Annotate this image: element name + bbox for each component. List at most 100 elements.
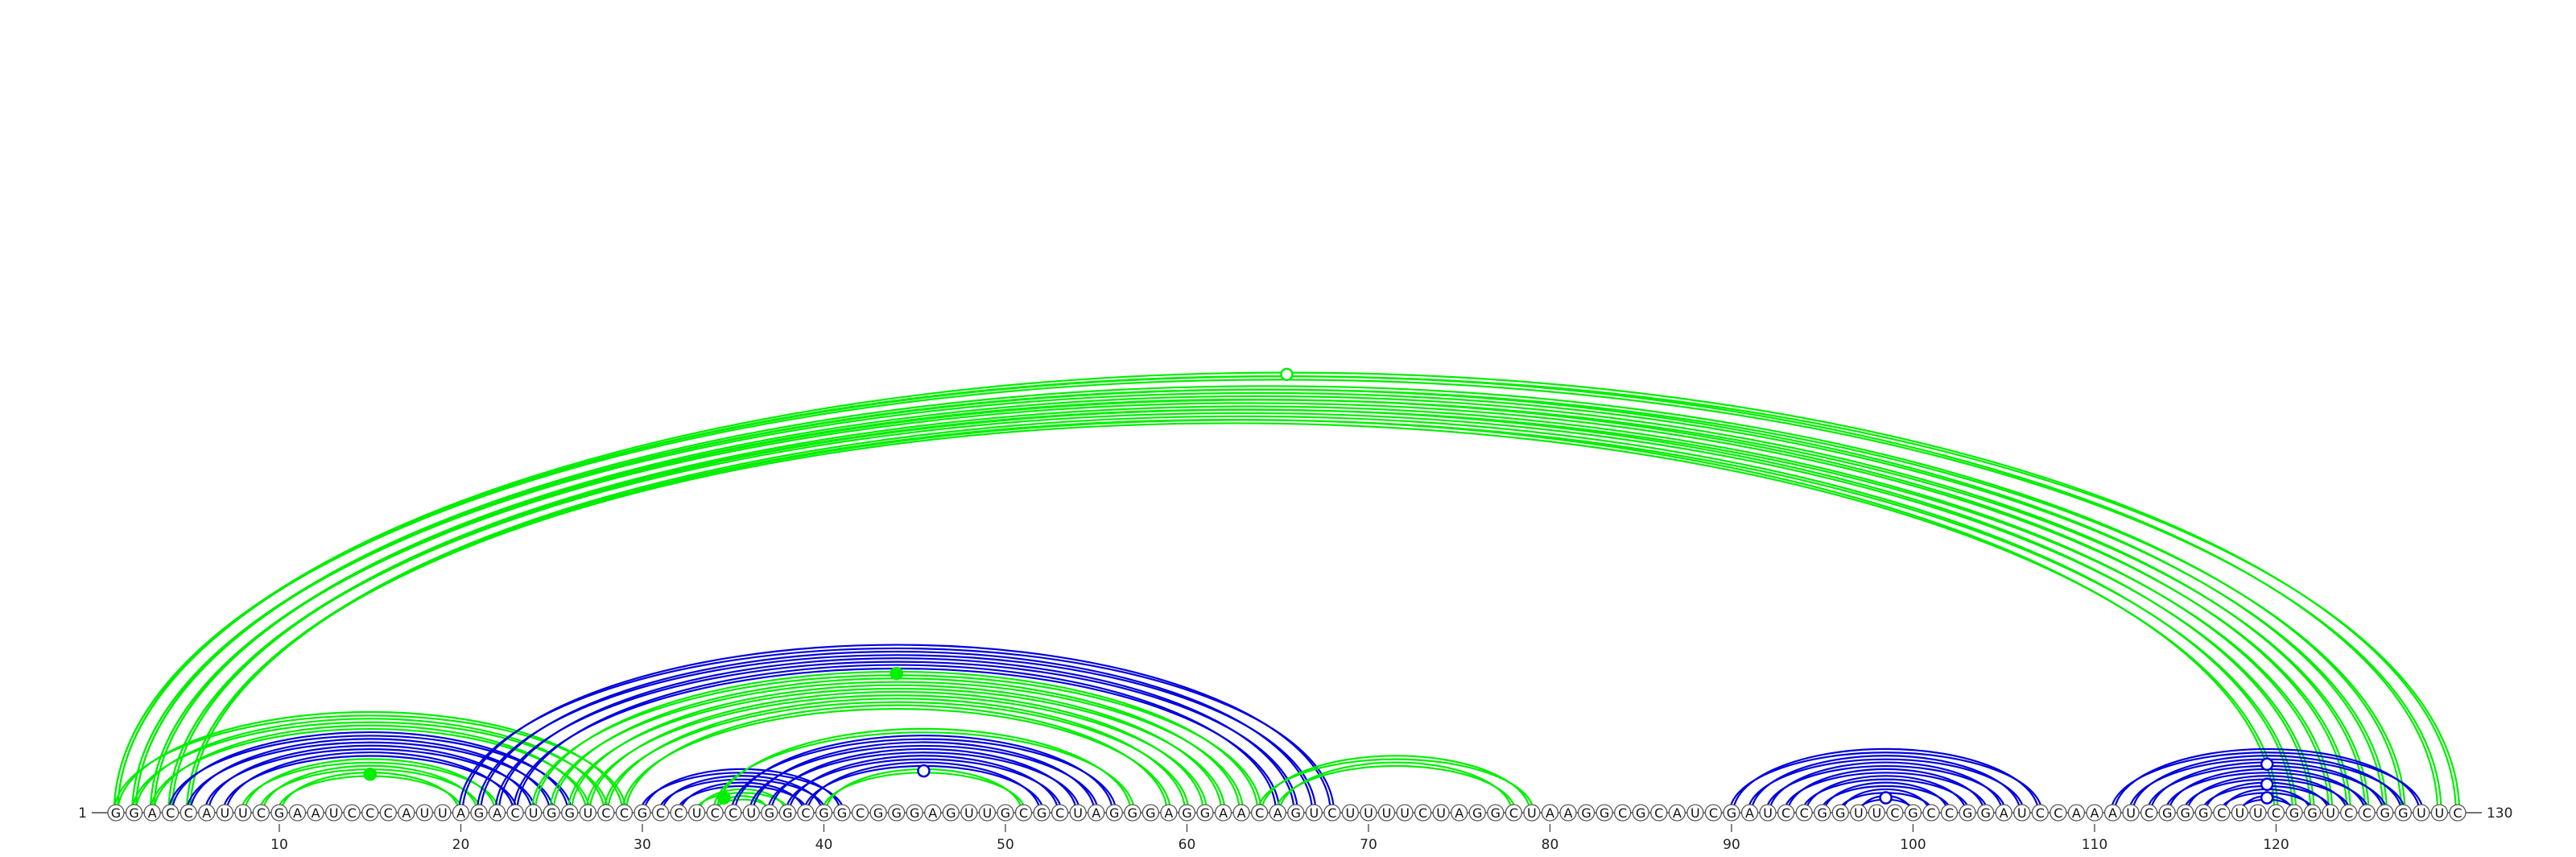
- nucleotide: C: [1940, 804, 1959, 822]
- svg-text:A: A: [1673, 805, 1682, 821]
- base-pair-arc-114-125: [2164, 772, 2370, 814]
- nucleotide: G: [761, 804, 778, 822]
- svg-text:U: U: [1527, 805, 1537, 821]
- svg-text:C: C: [2272, 805, 2281, 821]
- arc-marker-1-130: [1280, 367, 1294, 382]
- svg-text:C: C: [1327, 805, 1336, 821]
- nucleotide: G: [2177, 804, 2194, 822]
- svg-text:90: 90: [1723, 837, 1740, 853]
- nucleotide: A: [1160, 804, 1178, 822]
- nucleotide: G: [906, 804, 923, 822]
- svg-text:U: U: [1073, 805, 1083, 821]
- nucleotide: A: [288, 804, 307, 822]
- nucleotide: C: [1414, 804, 1432, 822]
- nucleotide: A: [1995, 804, 2013, 822]
- svg-text:C: C: [2054, 805, 2062, 821]
- nucleotide: G: [1904, 804, 1922, 822]
- base-pair-arc-94-103: [1801, 778, 1971, 814]
- svg-text:60: 60: [1179, 837, 1196, 853]
- svg-text:U: U: [2417, 805, 2426, 821]
- nucleotide: C: [1922, 804, 1940, 822]
- base-pair-arc-92-105: [1769, 761, 2004, 814]
- position-tick: 10: [270, 824, 288, 853]
- svg-text:C: C: [384, 805, 393, 821]
- svg-text:C: C: [1926, 805, 1935, 821]
- svg-text:G: G: [782, 805, 792, 821]
- nucleotide: A: [1668, 804, 1686, 822]
- svg-text:A: A: [148, 805, 157, 821]
- nucleotide: G: [634, 804, 651, 822]
- nucleotide: A: [1232, 804, 1250, 822]
- nucleotide: C: [1886, 804, 1904, 822]
- svg-text:G: G: [1128, 805, 1137, 821]
- nucleotide: G: [1596, 804, 1613, 822]
- svg-text:U: U: [1346, 805, 1356, 821]
- position-tick: 30: [634, 824, 651, 853]
- base-pair-arc-34-57: [716, 727, 1132, 814]
- nucleotide: A: [1269, 804, 1286, 822]
- svg-text:C: C: [620, 805, 629, 821]
- nucleotide: U: [1868, 804, 1886, 822]
- nucleotide: G: [2394, 804, 2412, 822]
- base-pair-arc-23-65: [516, 664, 1278, 814]
- base-pair-arc-22-66: [497, 657, 1295, 814]
- nucleotide: A: [1541, 804, 1559, 822]
- svg-text:A: A: [928, 805, 937, 821]
- svg-text:C: C: [1255, 805, 1264, 821]
- base-pair-arc-93-104: [1783, 772, 1988, 814]
- svg-text:A: A: [493, 805, 502, 821]
- end-label: 130: [2487, 805, 2512, 822]
- base-pair-arc-3-27: [153, 724, 588, 814]
- base-pair-arc-27-61: [588, 690, 1204, 814]
- svg-text:U: U: [2126, 805, 2136, 821]
- base-pair-arc-37-54: [770, 747, 1078, 814]
- svg-text:A: A: [1745, 805, 1754, 821]
- nucleotide: U: [2122, 804, 2140, 822]
- svg-text:G: G: [1491, 805, 1501, 821]
- base-pair-arc-36-55: [752, 741, 1096, 814]
- nucleotide: G: [1141, 804, 1159, 822]
- svg-text:G: G: [1200, 805, 1210, 821]
- base-pair-arc-32-39: [675, 785, 809, 814]
- svg-text:G: G: [2380, 805, 2390, 821]
- svg-text:C: C: [1800, 805, 1809, 821]
- base-pair-arc-20-68: [461, 644, 1331, 814]
- nucleotide: U: [1850, 804, 1868, 822]
- position-tick: 110: [2082, 824, 2107, 853]
- nucleotide: G: [2158, 804, 2176, 822]
- nucleotide: C: [851, 804, 869, 822]
- nucleotide: C: [2339, 804, 2358, 822]
- svg-text:G: G: [2162, 805, 2172, 821]
- svg-text:70: 70: [1360, 837, 1377, 853]
- nucleotide: G: [942, 804, 960, 822]
- svg-text:C: C: [2145, 805, 2153, 821]
- svg-text:A: A: [1564, 805, 1573, 821]
- position-tick: 60: [1179, 824, 1196, 853]
- svg-text:U: U: [692, 805, 702, 821]
- svg-text:A: A: [202, 805, 211, 821]
- base-pair-arc-2-127: [136, 386, 2401, 813]
- nucleotide: G: [107, 804, 125, 822]
- svg-text:G: G: [2198, 805, 2208, 821]
- base-pair-arc-96-101: [1841, 788, 1930, 814]
- svg-text:C: C: [257, 805, 266, 821]
- base-pair-arc-30-41: [643, 768, 841, 814]
- base-pair-arc-38-53: [788, 755, 1059, 814]
- nucleotide: C: [670, 804, 687, 822]
- nucleotide: A: [1214, 804, 1232, 822]
- svg-text:G: G: [2398, 805, 2408, 821]
- svg-text:U: U: [438, 805, 448, 821]
- svg-text:U: U: [2326, 805, 2335, 821]
- nucleotide: U: [2013, 804, 2031, 822]
- svg-text:A: A: [2072, 805, 2081, 821]
- svg-text:A: A: [1164, 805, 1173, 821]
- position-ticks: 10 20 30 40 50 60 70 80 90 100 110 120: [270, 824, 2289, 853]
- base-pair-arc-1-129: [117, 375, 2439, 814]
- base-pair-arc-95-102: [1819, 785, 1952, 814]
- nucleotide: G: [2376, 804, 2394, 822]
- nucleotide: A: [1451, 804, 1468, 822]
- svg-text:G: G: [474, 805, 484, 821]
- svg-text:U: U: [1872, 805, 1881, 821]
- svg-text:C: C: [2217, 805, 2226, 821]
